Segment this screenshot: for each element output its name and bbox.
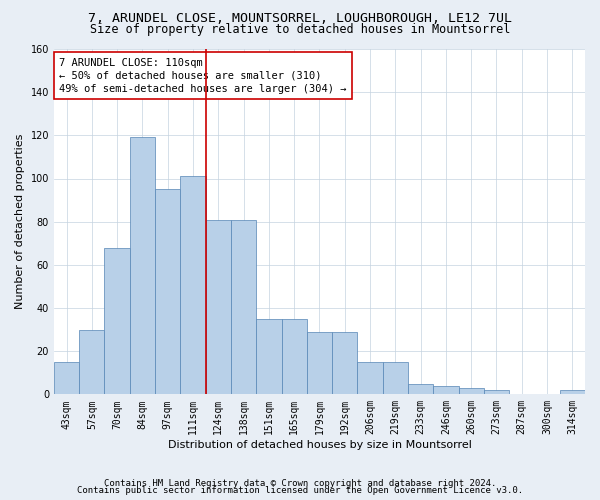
Bar bbox=[104, 248, 130, 394]
Bar bbox=[433, 386, 458, 394]
Text: 7, ARUNDEL CLOSE, MOUNTSORREL, LOUGHBOROUGH, LE12 7UL: 7, ARUNDEL CLOSE, MOUNTSORREL, LOUGHBORO… bbox=[88, 12, 512, 26]
Bar bbox=[206, 220, 231, 394]
Bar bbox=[181, 176, 206, 394]
Text: Contains public sector information licensed under the Open Government Licence v3: Contains public sector information licen… bbox=[77, 486, 523, 495]
Text: 7 ARUNDEL CLOSE: 110sqm
← 50% of detached houses are smaller (310)
49% of semi-d: 7 ARUNDEL CLOSE: 110sqm ← 50% of detache… bbox=[59, 58, 347, 94]
Bar bbox=[54, 362, 79, 394]
Bar bbox=[231, 220, 256, 394]
Bar bbox=[383, 362, 408, 394]
Bar bbox=[408, 384, 433, 394]
Bar bbox=[484, 390, 509, 394]
Bar bbox=[281, 319, 307, 394]
Text: Contains HM Land Registry data © Crown copyright and database right 2024.: Contains HM Land Registry data © Crown c… bbox=[104, 478, 496, 488]
X-axis label: Distribution of detached houses by size in Mountsorrel: Distribution of detached houses by size … bbox=[167, 440, 472, 450]
Bar bbox=[155, 190, 181, 394]
Bar bbox=[560, 390, 585, 394]
Bar bbox=[307, 332, 332, 394]
Bar bbox=[130, 138, 155, 394]
Bar bbox=[256, 319, 281, 394]
Bar bbox=[332, 332, 358, 394]
Text: Size of property relative to detached houses in Mountsorrel: Size of property relative to detached ho… bbox=[90, 22, 510, 36]
Bar bbox=[79, 330, 104, 394]
Bar bbox=[458, 388, 484, 394]
Bar bbox=[358, 362, 383, 394]
Y-axis label: Number of detached properties: Number of detached properties bbox=[15, 134, 25, 310]
